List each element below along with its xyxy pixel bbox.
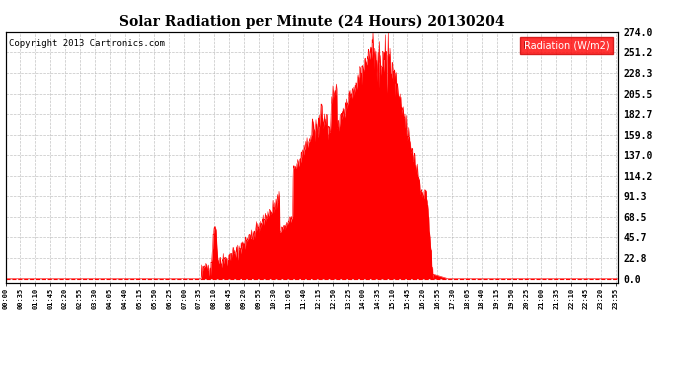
Title: Solar Radiation per Minute (24 Hours) 20130204: Solar Radiation per Minute (24 Hours) 20… bbox=[119, 15, 504, 29]
Legend: Radiation (W/m2): Radiation (W/m2) bbox=[520, 37, 613, 54]
Text: Copyright 2013 Cartronics.com: Copyright 2013 Cartronics.com bbox=[8, 39, 164, 48]
